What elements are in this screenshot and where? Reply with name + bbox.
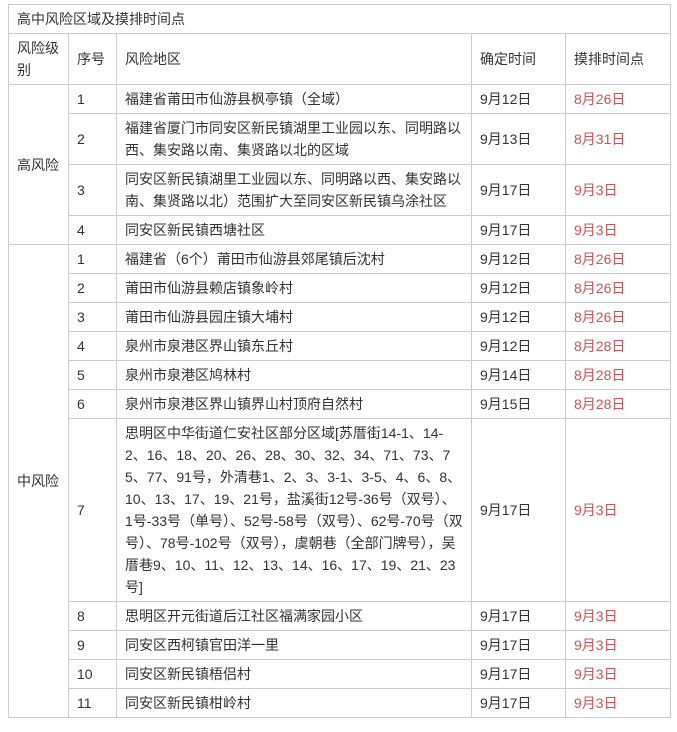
header-risk-area: 风险地区: [116, 33, 472, 85]
risk-area-cell: 同安区新民镇柑岭村: [116, 688, 472, 718]
row-index-cell: 6: [68, 389, 117, 419]
check-time-cell: 8月26日: [565, 302, 671, 332]
row-index-cell: 1: [68, 244, 117, 274]
row-index-cell: 1: [68, 84, 117, 114]
row-index-cell: 4: [68, 331, 117, 361]
row-index-cell: 4: [68, 215, 117, 245]
table-row: 4 泉州市泉港区界山镇东丘村 9月12日 8月28日: [9, 331, 671, 361]
risk-area-cell: 福建省厦门市同安区新民镇湖里工业园以东、同明路以西、集安路以南、集贤路以北的区域: [116, 113, 472, 165]
confirm-time-cell: 9月17日: [471, 601, 566, 631]
risk-area-cell: 思明区开元街道后江社区福满家园小区: [116, 601, 472, 631]
confirm-time-cell: 9月17日: [471, 418, 566, 602]
risk-area-cell: 泉州市泉港区鸠林村: [116, 360, 472, 390]
check-time-cell: 9月3日: [565, 601, 671, 631]
check-time-cell: 8月31日: [565, 113, 671, 165]
row-index-cell: 5: [68, 360, 117, 390]
confirm-time-cell: 9月17日: [471, 630, 566, 660]
confirm-time-cell: 9月12日: [471, 244, 566, 274]
row-index-cell: 10: [68, 659, 117, 689]
confirm-time-cell: 9月17日: [471, 688, 566, 718]
confirm-time-cell: 9月12日: [471, 84, 566, 114]
header-risk-level: 风险级别: [8, 33, 69, 85]
table-row: 3 莆田市仙游县园庄镇大埔村 9月12日 8月26日: [9, 302, 671, 332]
header-check-time: 摸排时间点: [565, 33, 671, 85]
title-row: 高中风险区域及摸排时间点: [8, 4, 671, 34]
table-row: 6 泉州市泉港区界山镇界山村顶府自然村 9月15日 8月28日: [9, 389, 671, 419]
table-row: 9 同安区西柯镇官田洋一里 9月17日 9月3日: [9, 630, 671, 660]
risk-area-cell: 泉州市泉港区界山镇界山村顶府自然村: [116, 389, 472, 419]
check-time-cell: 8月28日: [565, 331, 671, 361]
check-time-cell: 9月3日: [565, 215, 671, 245]
check-time-cell: 9月3日: [565, 688, 671, 718]
risk-area-cell: 思明区中华街道仁安社区部分区域[苏厝街14-1、14-2、16、18、20、26…: [116, 418, 472, 602]
confirm-time-cell: 9月13日: [471, 113, 566, 165]
confirm-time-cell: 9月14日: [471, 360, 566, 390]
table-row: 7 思明区中华街道仁安社区部分区域[苏厝街14-1、14-2、16、18、20、…: [9, 418, 671, 602]
table-title: 高中风险区域及摸排时间点: [8, 4, 671, 34]
table-row: 8 思明区开元街道后江社区福满家园小区 9月17日 9月3日: [9, 601, 671, 631]
table-row: 2 福建省厦门市同安区新民镇湖里工业园以东、同明路以西、集安路以南、集贤路以北的…: [9, 113, 671, 165]
header-index: 序号: [68, 33, 117, 85]
check-time-cell: 8月26日: [565, 244, 671, 274]
row-index-cell: 2: [68, 273, 117, 303]
header-row: 风险级别 序号 风险地区 确定时间 摸排时间点: [8, 33, 671, 85]
risk-area-cell: 福建省莆田市仙游县枫亭镇（全域）: [116, 84, 472, 114]
row-index-cell: 7: [68, 418, 117, 602]
confirm-time-cell: 9月12日: [471, 302, 566, 332]
confirm-time-cell: 9月12日: [471, 273, 566, 303]
risk-area-cell: 同安区新民镇梧侣村: [116, 659, 472, 689]
check-time-cell: 8月28日: [565, 360, 671, 390]
row-index-cell: 11: [68, 688, 117, 718]
risk-area-cell: 福建省（6个）莆田市仙游县郊尾镇后沈村: [116, 244, 472, 274]
row-index-cell: 2: [68, 113, 117, 165]
confirm-time-cell: 9月17日: [471, 215, 566, 245]
risk-level-cell-high: 高风险: [8, 84, 69, 245]
risk-area-cell: 莆田市仙游县赖店镇象岭村: [116, 273, 472, 303]
check-time-cell: 9月3日: [565, 659, 671, 689]
check-time-cell: 8月26日: [565, 84, 671, 114]
check-time-cell: 8月26日: [565, 273, 671, 303]
row-index-cell: 8: [68, 601, 117, 631]
risk-area-cell: 同安区新民镇西塘社区: [116, 215, 472, 245]
risk-area-cell: 莆田市仙游县园庄镇大埔村: [116, 302, 472, 332]
risk-area-cell: 同安区西柯镇官田洋一里: [116, 630, 472, 660]
table-row: 4 同安区新民镇西塘社区 9月17日 9月3日: [9, 215, 671, 245]
confirm-time-cell: 9月15日: [471, 389, 566, 419]
risk-area-table: 高中风险区域及摸排时间点 风险级别 序号 风险地区 确定时间 摸排时间点 高风险…: [8, 4, 671, 718]
table-row: 11 同安区新民镇柑岭村 9月17日 9月3日: [9, 688, 671, 718]
row-index-cell: 3: [68, 302, 117, 332]
confirm-time-cell: 9月17日: [471, 164, 566, 216]
table-row: 10 同安区新民镇梧侣村 9月17日 9月3日: [9, 659, 671, 689]
row-index-cell: 9: [68, 630, 117, 660]
table-row: 3 同安区新民镇湖里工业园以东、同明路以西、集安路以南、集贤路以北）范围扩大至同…: [9, 164, 671, 216]
table-row: 2 莆田市仙游县赖店镇象岭村 9月12日 8月26日: [9, 273, 671, 303]
confirm-time-cell: 9月17日: [471, 659, 566, 689]
risk-area-cell: 同安区新民镇湖里工业园以东、同明路以西、集安路以南、集贤路以北）范围扩大至同安区…: [116, 164, 472, 216]
check-time-cell: 9月3日: [565, 164, 671, 216]
confirm-time-cell: 9月12日: [471, 331, 566, 361]
table-row: 5 泉州市泉港区鸠林村 9月14日 8月28日: [9, 360, 671, 390]
risk-level-cell-medium: 中风险: [8, 244, 69, 718]
risk-area-cell: 泉州市泉港区界山镇东丘村: [116, 331, 472, 361]
check-time-cell: 9月3日: [565, 418, 671, 602]
table-row: 高风险 1 福建省莆田市仙游县枫亭镇（全域） 9月12日 8月26日: [8, 84, 671, 245]
header-confirm-time: 确定时间: [471, 33, 566, 85]
check-time-cell: 8月28日: [565, 389, 671, 419]
row-index-cell: 3: [68, 164, 117, 216]
check-time-cell: 9月3日: [565, 630, 671, 660]
table-row: 中风险 1 福建省（6个）莆田市仙游县郊尾镇后沈村 9月12日 8月26日: [8, 244, 671, 718]
